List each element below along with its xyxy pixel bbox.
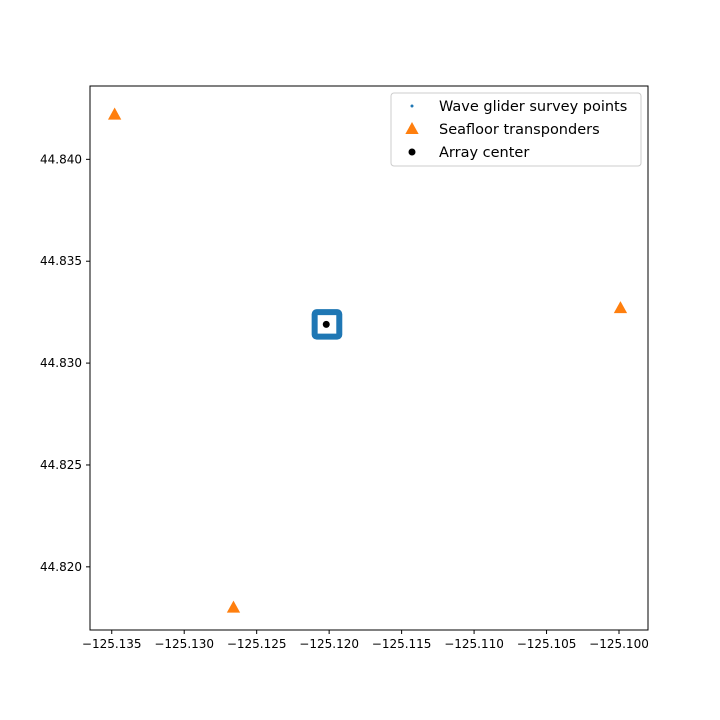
transponder-point bbox=[226, 600, 241, 613]
legend-box bbox=[390, 92, 642, 167]
x-tick-label: −125.115 bbox=[372, 637, 432, 651]
legend-transponder-marker bbox=[405, 122, 419, 135]
plot-frame bbox=[89, 85, 649, 631]
legend-survey-marker bbox=[410, 104, 414, 108]
x-tick-label: −125.110 bbox=[444, 637, 504, 651]
x-tick-label: −125.125 bbox=[227, 637, 287, 651]
array-center-point bbox=[322, 320, 330, 328]
transponder-point bbox=[613, 301, 628, 314]
axes-layer: −125.135 −125.130 −125.125 −125.120 −125.115… bbox=[40, 152, 649, 651]
legend-label: Array center bbox=[439, 145, 529, 161]
transponder-point bbox=[107, 107, 122, 120]
x-tick-label: −125.100 bbox=[589, 637, 649, 651]
x-tick-label: −125.120 bbox=[299, 637, 359, 651]
legend-label: Wave glider survey points bbox=[439, 99, 627, 115]
survey-points-box bbox=[311, 309, 343, 340]
y-tick-label: 44.835 bbox=[40, 254, 82, 268]
data-layer bbox=[107, 107, 628, 613]
y-tick-label: 44.820 bbox=[40, 560, 82, 574]
legend-label: Seafloor transponders bbox=[439, 122, 600, 138]
x-tick-label: −125.105 bbox=[517, 637, 577, 651]
legend-array-center-marker bbox=[408, 148, 416, 156]
y-tick-label: 44.825 bbox=[40, 458, 82, 472]
y-tick-label: 44.830 bbox=[40, 356, 82, 370]
x-tick-label: −125.130 bbox=[154, 637, 214, 651]
x-tick-label: −125.135 bbox=[82, 637, 142, 651]
y-tick-label: 44.840 bbox=[40, 152, 82, 166]
legend: Wave glider survey points Seafloor transp… bbox=[390, 92, 642, 167]
